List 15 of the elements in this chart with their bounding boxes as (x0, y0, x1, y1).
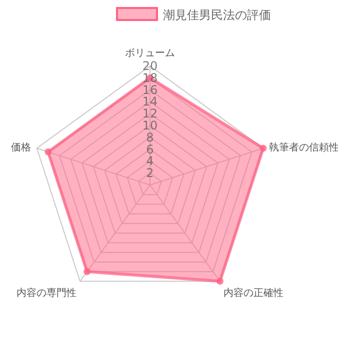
spoke-label: 価格 (11, 141, 32, 154)
y-tick-label: 10 (142, 118, 158, 132)
y-tick-label: 4 (146, 154, 154, 168)
y-tick-label: 20 (142, 59, 158, 73)
spoke-label: ボリューム (125, 48, 175, 60)
y-tick-label: 12 (142, 106, 158, 121)
y-tick-label: 6 (146, 142, 154, 156)
y-tick-label: 14 (142, 94, 158, 109)
spoke-label: 内容の正確性 (223, 287, 284, 300)
y-tick-label: 18 (142, 70, 158, 85)
spoke-label: 内容の専門性 (16, 287, 77, 300)
legend-label: 潮見佳男民法の評価 (163, 8, 271, 22)
y-tick-label: 2 (146, 166, 154, 180)
y-tick-label: 8 (146, 130, 154, 144)
y-tick-label: 16 (142, 82, 158, 97)
